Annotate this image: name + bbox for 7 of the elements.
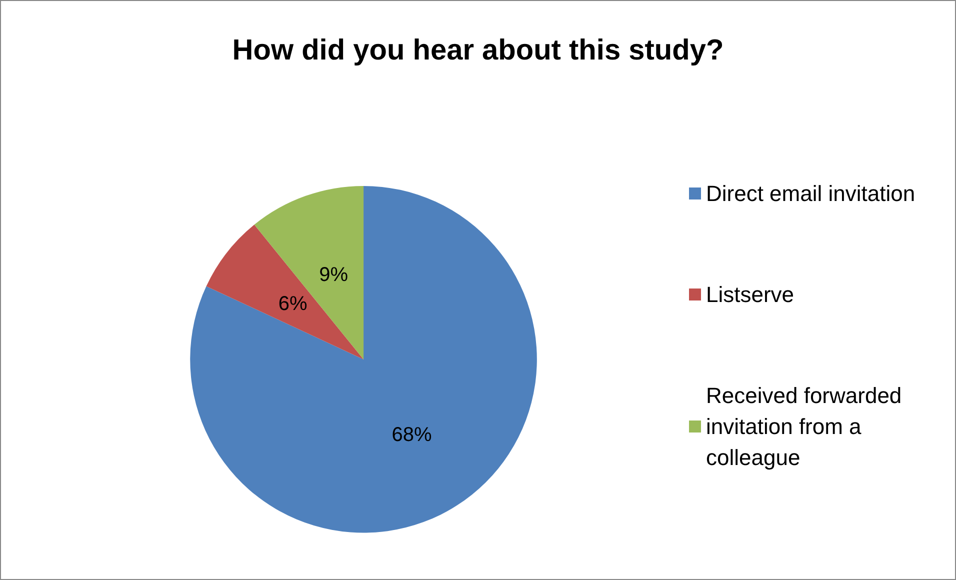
chart-title: How did you hear about this study? [232,34,724,66]
legend-label: Listserve [706,282,794,307]
data-label: 9% [319,264,348,286]
legend-label: Received forwarded invitation from a colleague [706,383,908,470]
data-label: 68% [392,424,432,446]
legend-label: Direct email invitation [706,181,916,206]
data-label: 6% [278,293,308,316]
